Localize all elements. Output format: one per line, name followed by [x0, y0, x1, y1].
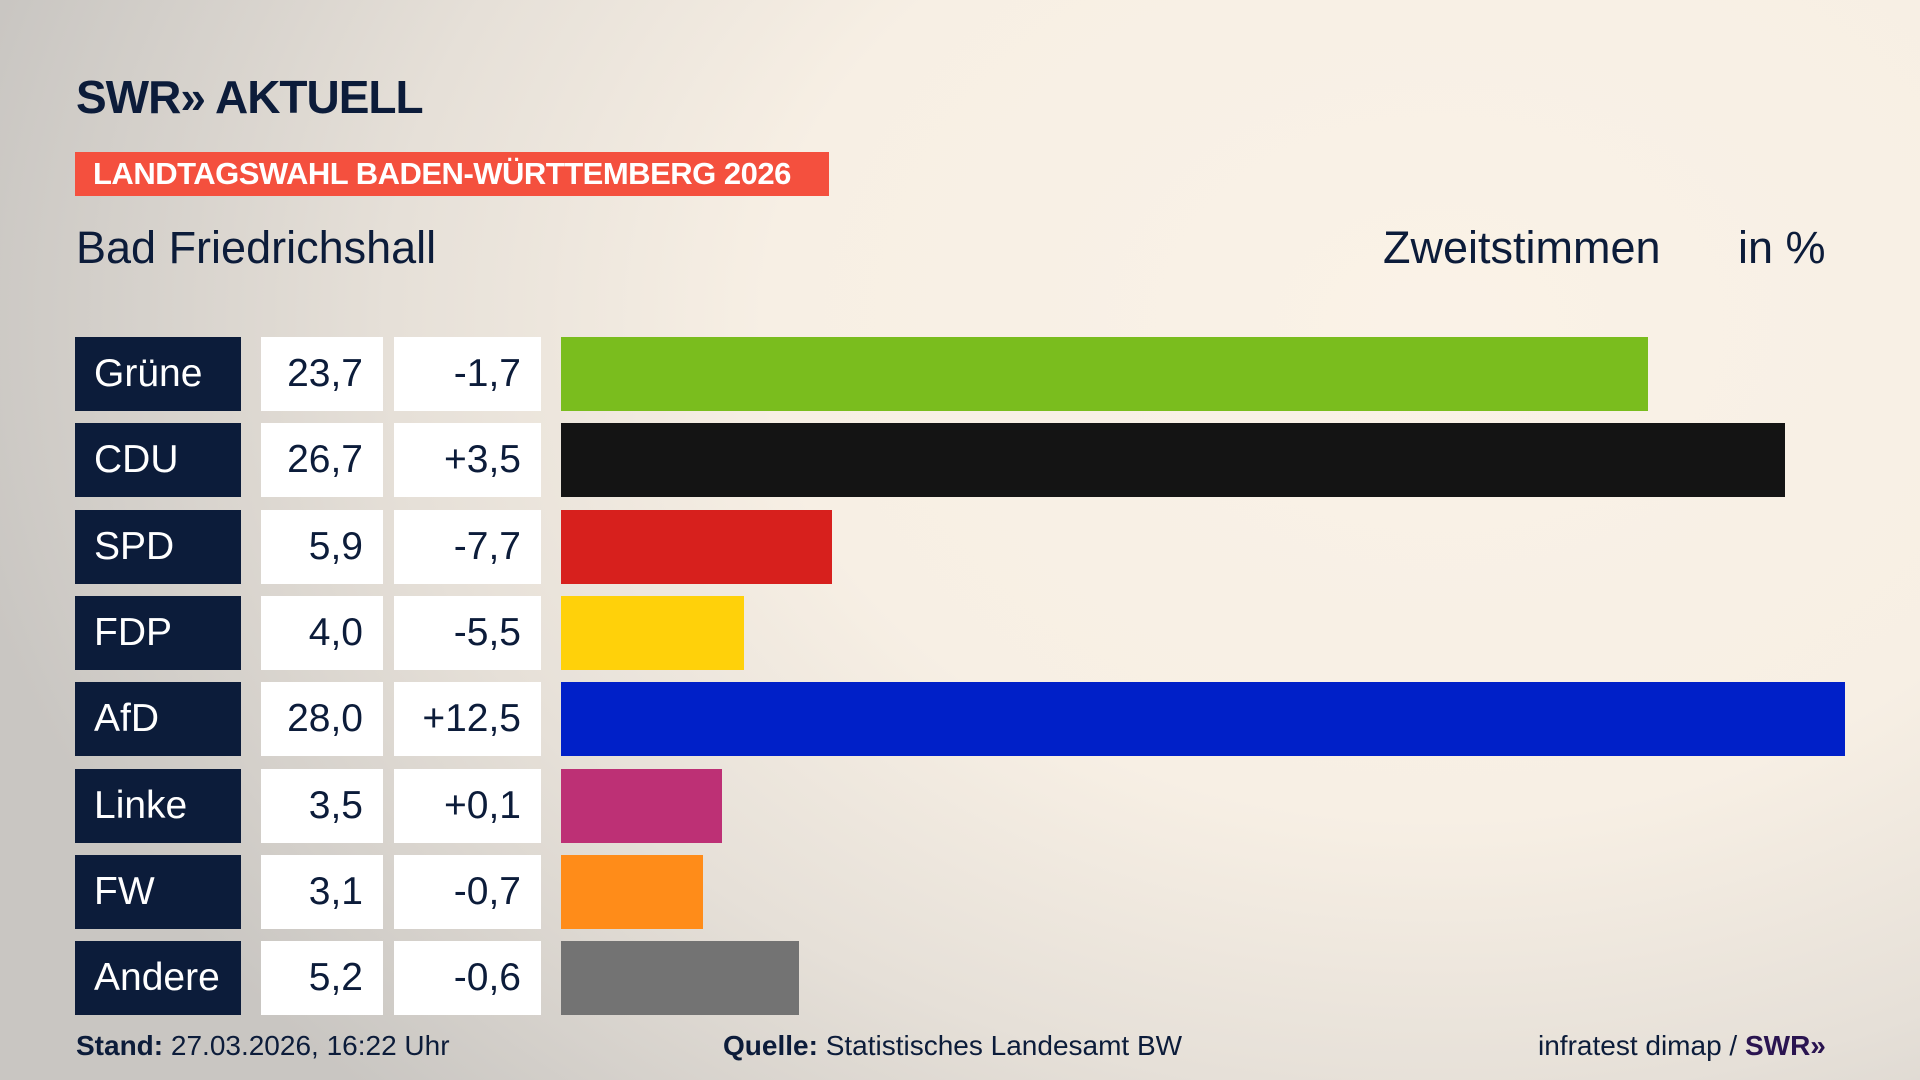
bar-linke [561, 768, 722, 843]
change-label: +3,5 [394, 423, 541, 498]
party-label: AfD [75, 682, 241, 757]
change-label: -7,7 [394, 509, 541, 584]
footer-stand: Stand: 27.03.2026, 16:22 Uhr [76, 1030, 450, 1062]
credit-text: infratest dimap / [1538, 1030, 1738, 1061]
value-label: 3,5 [261, 768, 383, 843]
result-row: Grüne 23,7 -1,7 [0, 337, 1920, 411]
result-row: FDP 4,0 -5,5 [0, 595, 1920, 670]
footer-source: Quelle: Statistisches Landesamt BW [723, 1030, 1182, 1062]
value-label: 28,0 [261, 682, 383, 757]
change-label: -0,7 [394, 854, 541, 929]
result-row: Andere 5,2 -0,6 [0, 941, 1920, 1016]
source-value: Statistisches Landesamt BW [825, 1030, 1183, 1061]
bar-fw [561, 854, 704, 929]
swr-logo: SWR» [1744, 1030, 1826, 1061]
change-label: -1,7 [394, 337, 541, 411]
party-label: Andere [75, 941, 241, 1016]
footer-credit: infratest dimap / SWR» [1538, 1030, 1826, 1062]
bar-cdu [561, 423, 1786, 498]
place-title: Bad Friedrichshall [76, 222, 437, 273]
result-row: FW 3,1 -0,7 [0, 854, 1920, 929]
change-label: +12,5 [394, 682, 541, 757]
party-label: SPD [75, 509, 241, 584]
value-label: 5,9 [261, 509, 383, 584]
change-label: +0,1 [394, 768, 541, 843]
change-label: -5,5 [394, 595, 541, 670]
bar-afd [561, 682, 1845, 757]
value-label: 3,1 [261, 854, 383, 929]
party-label: FDP [75, 595, 241, 670]
bar-andere [561, 941, 800, 1016]
party-label: FW [75, 854, 241, 929]
party-label: CDU [75, 423, 241, 498]
stand-label: Stand: [76, 1030, 164, 1061]
result-row: AfD 28,0 +12,5 [0, 682, 1920, 757]
metric-label: Zweitstimmen [1383, 222, 1661, 273]
bar-spd [561, 509, 832, 584]
bar-grüne [561, 337, 1648, 411]
unit-label: in % [1738, 222, 1826, 273]
party-label: Linke [75, 768, 241, 843]
change-label: -0,6 [394, 941, 541, 1016]
value-label: 5,2 [261, 941, 383, 1016]
result-row: Linke 3,5 +0,1 [0, 768, 1920, 843]
value-label: 23,7 [261, 337, 383, 411]
result-row: CDU 26,7 +3,5 [0, 423, 1920, 498]
result-row: SPD 5,9 -7,7 [0, 509, 1920, 584]
swr-aktuell-logo: SWR» AKTUELL [76, 71, 424, 123]
bar-fdp [561, 595, 745, 670]
value-label: 26,7 [261, 423, 383, 498]
party-label: Grüne [75, 337, 241, 411]
election-banner: LANDTAGSWAHL BADEN-WÜRTTEMBERG 2026 [75, 152, 829, 196]
value-label: 4,0 [261, 595, 383, 670]
stand-value: 27.03.2026, 16:22 Uhr [170, 1030, 450, 1061]
source-label: Quelle: [723, 1030, 818, 1061]
